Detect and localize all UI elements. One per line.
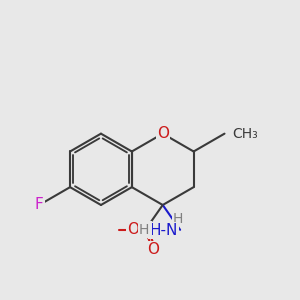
Text: O: O — [147, 242, 159, 257]
Text: H: H — [172, 212, 183, 226]
Text: H: H — [139, 223, 149, 237]
Text: O: O — [157, 126, 169, 141]
Text: CH₃: CH₃ — [232, 127, 258, 141]
Text: F: F — [35, 197, 44, 212]
Text: OH: OH — [128, 222, 151, 237]
Text: H-N: H-N — [149, 223, 178, 238]
